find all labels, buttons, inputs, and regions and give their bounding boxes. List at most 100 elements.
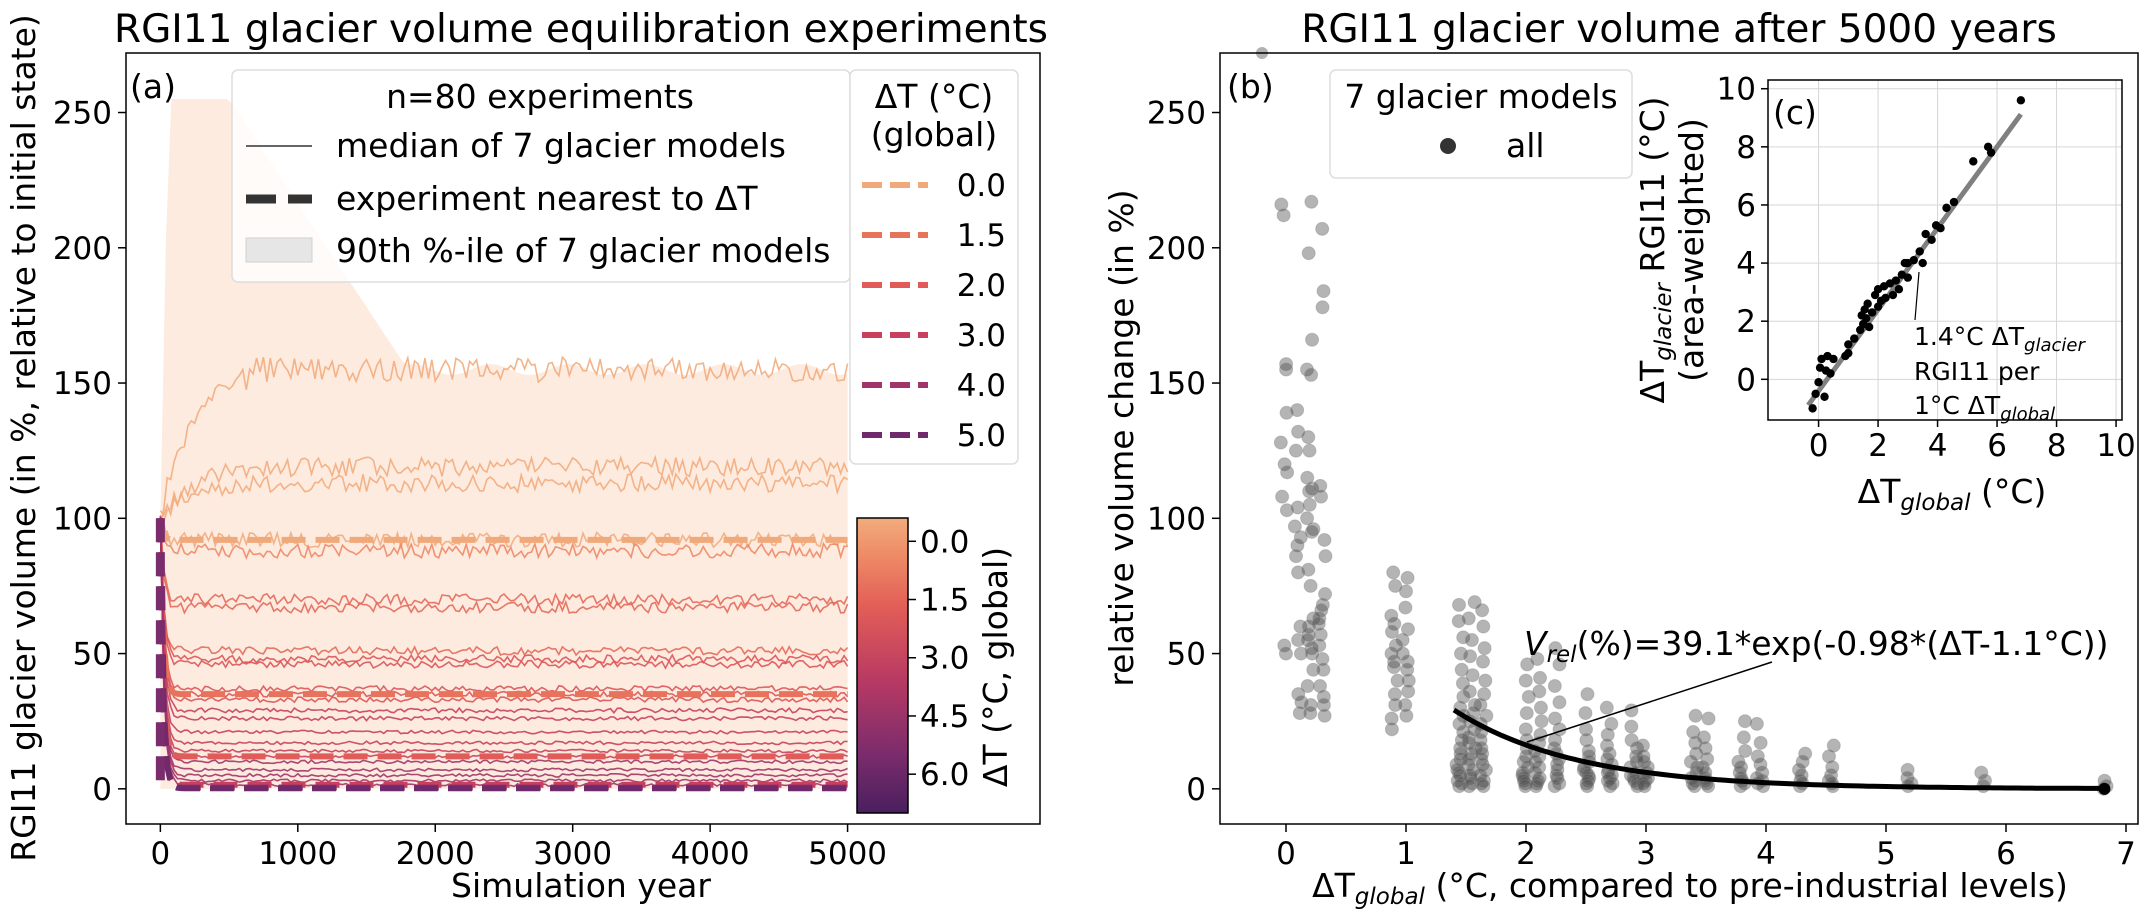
scatter-point bbox=[1315, 300, 1330, 315]
x-tick-label: 1000 bbox=[258, 836, 337, 872]
scatter-point bbox=[1826, 738, 1841, 753]
median-series-line bbox=[159, 518, 849, 704]
dt-legend-label: 4.0 bbox=[957, 368, 1006, 404]
scatter-point bbox=[1734, 760, 1749, 775]
scatter-point bbox=[1305, 481, 1320, 496]
y-tick-label: 150 bbox=[53, 366, 112, 402]
dt-legend-subtitle: (global) bbox=[871, 115, 997, 154]
scatter-point bbox=[1478, 673, 1493, 688]
colorbar-tick-label: 4.5 bbox=[920, 699, 969, 735]
scatter-point bbox=[1533, 670, 1548, 685]
y-tick-label: 6 bbox=[1736, 188, 1756, 224]
scatter-point bbox=[1317, 708, 1332, 723]
scatter-point bbox=[1518, 722, 1533, 737]
scatter-point bbox=[1479, 708, 1494, 723]
legend-b-marker bbox=[1440, 138, 1456, 154]
y-tick-label: 200 bbox=[53, 231, 112, 267]
legend-title: n=80 experiments bbox=[386, 77, 694, 116]
scatter-point bbox=[1301, 246, 1316, 261]
scatter-point bbox=[1630, 776, 1645, 791]
x-tick-label: 4 bbox=[1756, 836, 1776, 872]
inset-point bbox=[1894, 285, 1904, 294]
scatter-point bbox=[1795, 754, 1810, 769]
scatter-point bbox=[1520, 760, 1535, 775]
scatter-point bbox=[1302, 497, 1317, 512]
scatter-point bbox=[1388, 578, 1403, 593]
scatter-point bbox=[1474, 741, 1489, 756]
scatter-point bbox=[1280, 465, 1295, 480]
inset-point bbox=[1915, 247, 1924, 256]
scatter-point bbox=[1399, 584, 1414, 599]
scatter-point bbox=[1451, 614, 1466, 629]
median-series-line bbox=[159, 516, 849, 665]
inset-point bbox=[1864, 322, 1874, 332]
scatter-point bbox=[1636, 749, 1651, 764]
scatter-point bbox=[1602, 771, 1617, 786]
scatter-point bbox=[1318, 549, 1333, 564]
scatter-point bbox=[1453, 746, 1468, 761]
inset-point bbox=[1820, 392, 1829, 401]
scatter-point bbox=[1463, 768, 1478, 783]
inset-point bbox=[1909, 255, 1918, 265]
panel-a-ylabel: RGI11 glacier volume (in %, relative to … bbox=[4, 14, 43, 862]
scatter-point bbox=[1530, 651, 1545, 666]
scatter-point bbox=[1473, 697, 1488, 712]
scatter-point bbox=[1603, 779, 1618, 794]
inset-point bbox=[1918, 258, 1927, 268]
scatter-point bbox=[1452, 716, 1467, 731]
inset-point bbox=[1927, 235, 1936, 245]
scatter-point bbox=[1317, 532, 1332, 547]
scatter-point bbox=[1690, 760, 1705, 775]
scatter-point bbox=[1518, 779, 1533, 794]
scatter-point bbox=[1753, 757, 1768, 772]
y-tick-label: 0 bbox=[1736, 362, 1756, 398]
scatter-point bbox=[1599, 700, 1614, 715]
scatter-point bbox=[1303, 706, 1318, 721]
scatter-point bbox=[1474, 752, 1489, 767]
scatter-point bbox=[1289, 549, 1304, 564]
x-tick-label: 10 bbox=[2096, 428, 2135, 464]
scatter-point bbox=[1300, 470, 1315, 485]
scatter-point bbox=[1548, 641, 1563, 656]
scatter-point bbox=[1291, 687, 1306, 702]
inset-point bbox=[1903, 273, 1913, 282]
scatter-point bbox=[1398, 600, 1413, 615]
scatter-point bbox=[1467, 595, 1482, 610]
scatter-point bbox=[1315, 597, 1330, 612]
scatter-point bbox=[1749, 716, 1764, 731]
scatter-point bbox=[1688, 708, 1703, 723]
scatter-point bbox=[1624, 719, 1639, 734]
scatter-point bbox=[1313, 679, 1328, 694]
inset-point bbox=[1936, 224, 1945, 233]
scatter-point bbox=[1755, 765, 1770, 780]
scatter-point bbox=[1629, 749, 1644, 764]
scatter-point bbox=[1547, 779, 1562, 794]
dt-legend-label: 1.5 bbox=[957, 218, 1006, 254]
scatter-point bbox=[1792, 762, 1807, 777]
scatter-point bbox=[1449, 757, 1464, 772]
x-tick-label: 2 bbox=[1516, 836, 1536, 872]
y-tick-label: 200 bbox=[1147, 231, 1206, 267]
scatter-point bbox=[1384, 624, 1399, 639]
nearest-series-line bbox=[157, 517, 848, 543]
scatter-point bbox=[1552, 776, 1567, 791]
x-tick-label: 8 bbox=[2047, 428, 2067, 464]
x-tick-label: 5000 bbox=[808, 836, 887, 872]
scatter-point bbox=[1398, 697, 1413, 712]
inset-point bbox=[1863, 299, 1872, 308]
scatter-point bbox=[1318, 587, 1333, 602]
scatter-point bbox=[1602, 746, 1617, 761]
x-tick-label: 3000 bbox=[533, 836, 612, 872]
scatter-point bbox=[1473, 733, 1488, 748]
scatter-point bbox=[1313, 478, 1328, 493]
scatter-point bbox=[1316, 662, 1331, 677]
scatter-point bbox=[1386, 660, 1401, 675]
x-tick-label: 7 bbox=[2116, 836, 2136, 872]
scatter-point bbox=[1454, 662, 1469, 677]
x-tick-label: 6 bbox=[1996, 836, 2016, 872]
scatter-point bbox=[1274, 197, 1289, 212]
scatter-point bbox=[1312, 611, 1327, 626]
fit-annotation: Vrel(%)=39.1*exp(-0.98*(ΔT-1.1°C)) bbox=[1524, 624, 2109, 668]
panel-b-title: RGI11 glacier volume after 5000 years bbox=[1301, 7, 2057, 52]
scatter-point bbox=[1701, 711, 1716, 726]
